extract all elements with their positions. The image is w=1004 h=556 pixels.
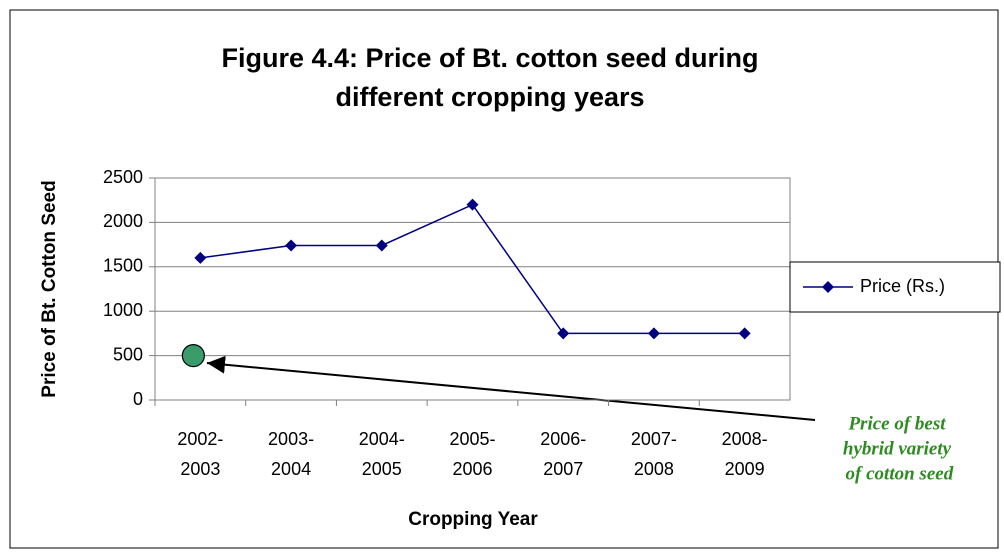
x-tick-label: 2008- (722, 429, 768, 449)
annotation-text: of cotton seed (841, 463, 954, 484)
y-axis-title: Price of Bt. Cotton Seed (39, 180, 60, 397)
x-tick-label: 2009 (725, 459, 765, 479)
data-point (375, 239, 388, 252)
data-point (647, 327, 660, 340)
x-tick-label: 2006 (452, 459, 492, 479)
x-tick-label: 2003- (268, 429, 314, 449)
chart-title: different cropping years (335, 82, 644, 112)
y-tick-label: 500 (113, 344, 143, 364)
annotation-arrow (206, 355, 816, 421)
data-point (557, 327, 570, 340)
data-point (285, 239, 298, 252)
x-axis-title: Cropping Year (408, 509, 538, 530)
data-point (738, 327, 751, 340)
x-tick-label: 2002- (177, 429, 223, 449)
x-tick-label: 2004 (271, 459, 311, 479)
y-tick-label: 0 (133, 389, 143, 409)
x-tick-label: 2007 (543, 459, 583, 479)
annotation-text: Price of best (847, 413, 946, 434)
chart-title: Figure 4.4: Price of Bt. cotton seed dur… (221, 43, 758, 73)
y-tick-label: 1000 (103, 300, 143, 320)
y-tick-label: 2000 (103, 211, 143, 231)
annotation-text: hybrid variety (843, 438, 952, 459)
annotation-point (181, 344, 205, 368)
x-tick-label: 2003 (180, 459, 220, 479)
legend-marker (822, 281, 834, 293)
data-point (194, 251, 207, 264)
x-tick-label: 2005- (449, 429, 495, 449)
legend-label: Price (Rs.) (860, 276, 945, 296)
y-tick-label: 1500 (103, 256, 143, 276)
x-tick-label: 2005 (362, 459, 402, 479)
y-tick-label: 2500 (103, 167, 143, 187)
data-point (466, 198, 479, 211)
x-tick-label: 2007- (631, 429, 677, 449)
x-tick-label: 2004- (359, 429, 405, 449)
x-tick-label: 2008 (634, 459, 674, 479)
x-tick-label: 2006- (540, 429, 586, 449)
